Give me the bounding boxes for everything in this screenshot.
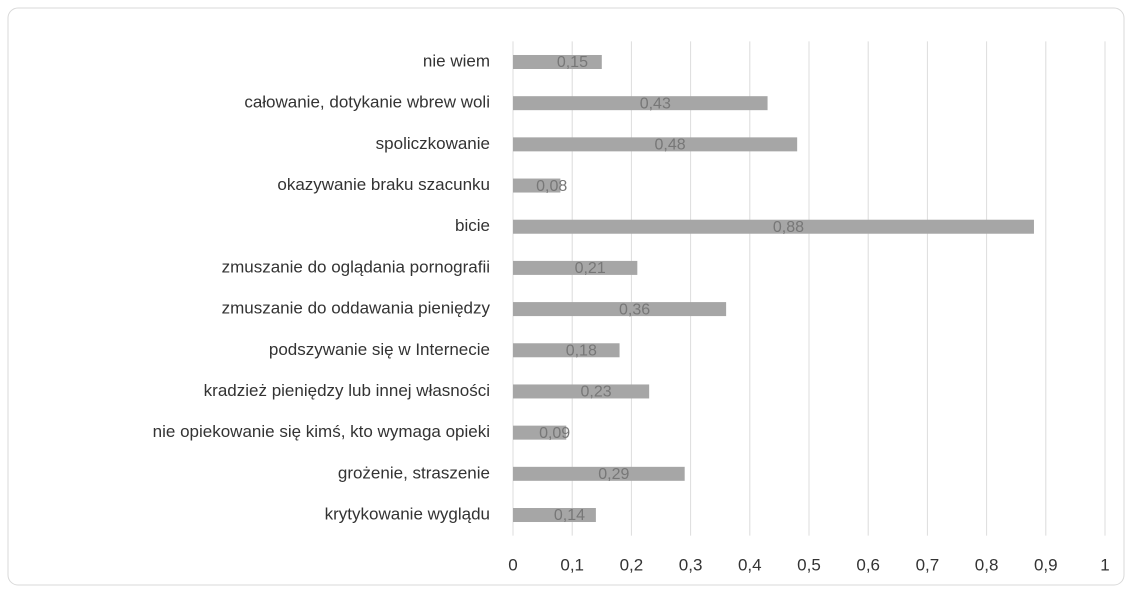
bar	[513, 425, 567, 440]
x-tick-label: 0,1	[560, 555, 584, 574]
y-tick-label: nie wiem	[423, 51, 490, 70]
x-tick-label: 0,8	[975, 555, 999, 574]
y-tick-label: spoliczkowanie	[376, 134, 490, 153]
data-label: 0,23	[581, 384, 612, 401]
y-tick-label: nie opiekowanie się kimś, kto wymaga opi…	[153, 422, 490, 441]
bar	[513, 508, 596, 523]
data-label: 0,36	[619, 301, 650, 318]
data-label: 0,15	[557, 54, 588, 71]
y-tick-label: bicie	[455, 216, 490, 235]
y-tick-label: podszywanie się w Internecie	[269, 340, 490, 359]
x-tick-label: 1	[1100, 555, 1109, 574]
y-tick-label: okazywanie braku szacunku	[277, 175, 490, 194]
x-tick-label: 0,7	[916, 555, 940, 574]
data-label: 0,08	[536, 178, 567, 195]
data-label: 0,48	[655, 137, 686, 154]
bar	[513, 137, 798, 152]
x-tick-label: 0,2	[620, 555, 644, 574]
x-tick-label: 0,3	[679, 555, 703, 574]
y-tick-label: zmuszanie do oglądania pornografii	[222, 257, 490, 276]
data-label: 0,14	[554, 507, 585, 524]
data-label: 0,88	[773, 219, 804, 236]
x-tick-label: 0	[508, 555, 517, 574]
y-tick-label: krytykowanie wyglądu	[325, 504, 490, 523]
data-label: 0,21	[575, 260, 606, 277]
bar	[513, 466, 685, 481]
bar	[513, 260, 638, 275]
x-tick-label: 0,6	[856, 555, 880, 574]
data-label: 0,29	[598, 466, 629, 483]
data-label: 0,18	[566, 342, 597, 359]
bar	[513, 384, 650, 399]
y-tick-label: kradzież pieniędzy lub innej własności	[204, 381, 490, 400]
x-tick-label: 0,4	[738, 555, 762, 574]
data-label: 0,09	[539, 425, 570, 442]
bar	[513, 178, 561, 193]
bar	[513, 302, 727, 317]
x-tick-label: 0,5	[797, 555, 821, 574]
bar	[513, 219, 1034, 234]
chart-frame	[7, 7, 1125, 586]
bar	[513, 96, 768, 111]
bar	[513, 54, 602, 69]
bar	[513, 343, 620, 358]
y-tick-label: zmuszanie do oddawania pieniędzy	[222, 299, 491, 318]
y-tick-label: całowanie, dotykanie wbrew woli	[244, 93, 490, 112]
x-tick-label: 0,9	[1034, 555, 1058, 574]
data-label: 0,43	[640, 95, 671, 112]
y-tick-label: grożenie, straszenie	[338, 463, 490, 482]
